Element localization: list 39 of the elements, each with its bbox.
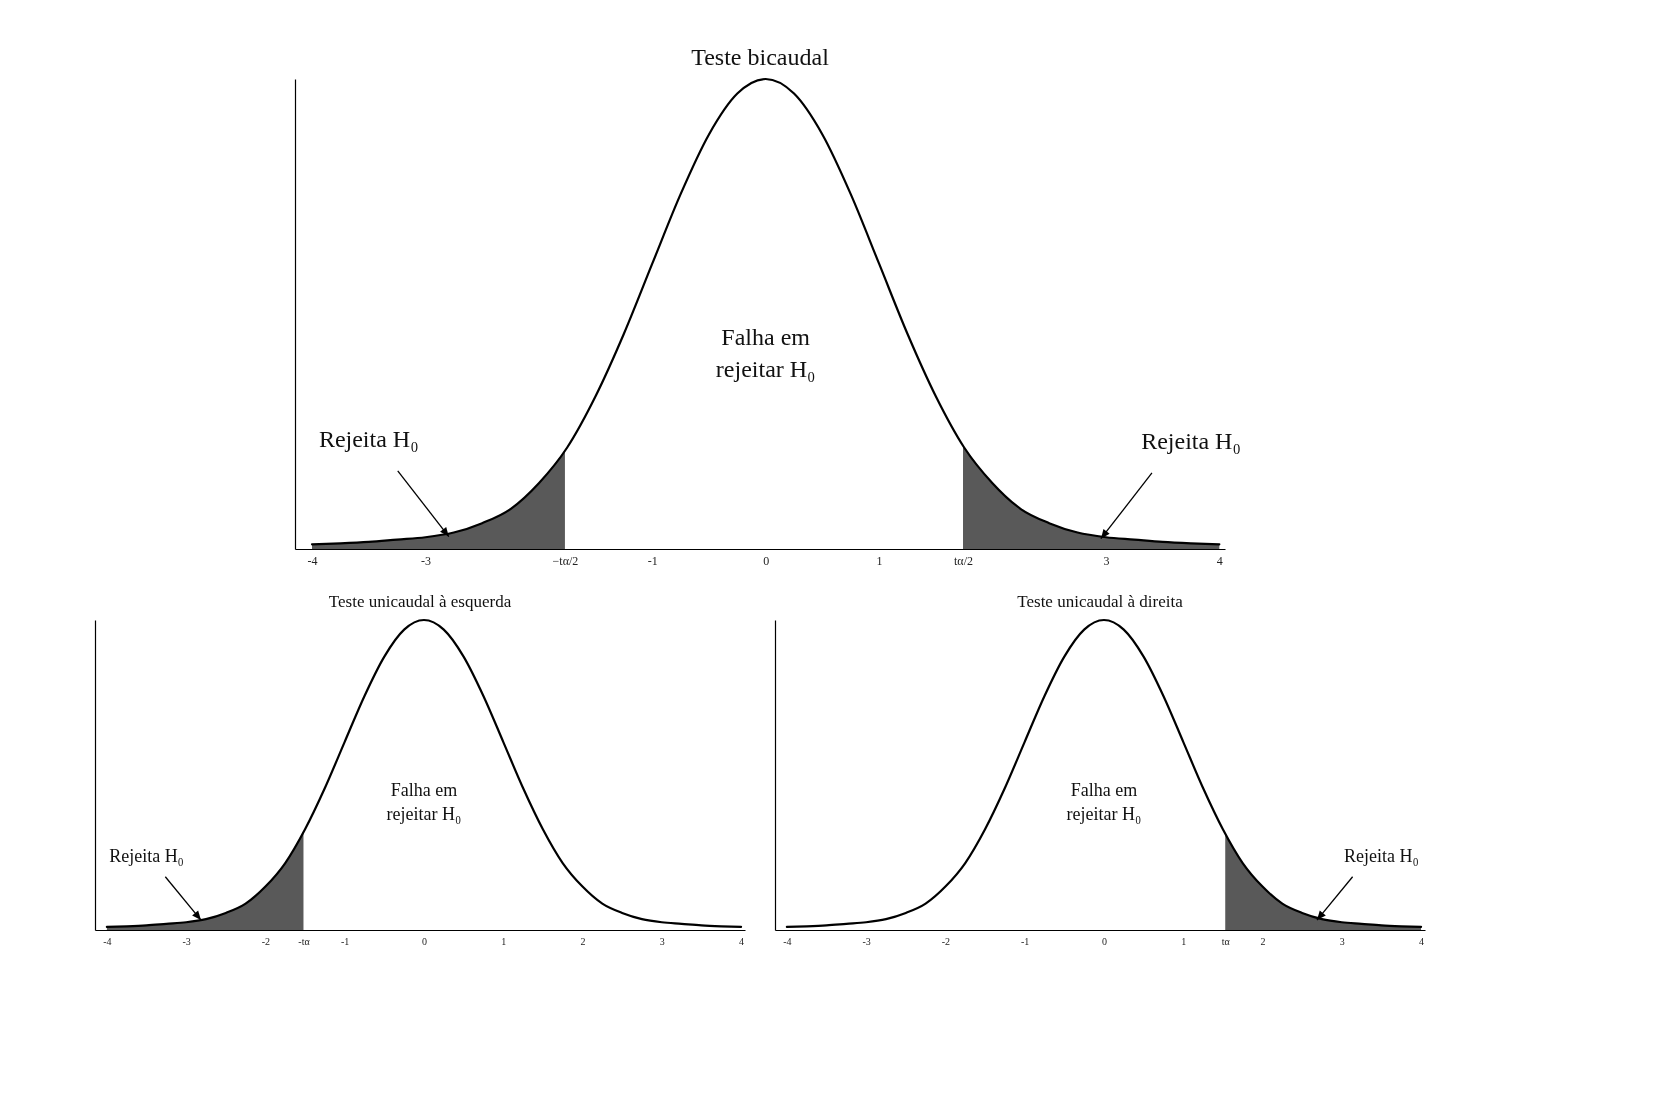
x-tick-label: 1 [1181,935,1187,947]
x-tick-label: -2 [941,935,951,947]
x-tick-label: -3 [182,935,191,947]
x-tick-label: 0 [763,553,770,568]
x-tick-label: -2 [261,935,271,947]
annotation: Falha em rejeitar H₀ [386,779,462,824]
x-tick-label: 2 [580,935,586,947]
x-tick-label: tα [1221,935,1231,947]
annotation: Rejeita H₀ [1141,428,1241,455]
annotation: Rejeita H₀ [318,426,419,453]
x-tick-label: -4 [103,935,112,947]
x-tick-label: 4 [1419,935,1425,947]
x-tick-label: -1 [1021,935,1030,947]
x-tick-label: 1 [501,935,507,947]
x-tick-label: −tα/2 [552,553,579,568]
x-tick-label: -4 [783,935,792,947]
annotation: Rejeita H₀ [1344,846,1419,867]
x-tick-label: 4 [739,935,745,947]
x-tick-label: -1 [647,553,658,568]
x-tick-label: 2 [1260,935,1266,947]
chart-title: Teste bicaudal [691,43,830,70]
x-tick-label: 4 [1216,553,1223,568]
x-tick-label: -3 [862,935,871,947]
x-tick-label: 1 [876,553,883,568]
x-tick-label: -tα [298,935,311,947]
x-tick-label: 0 [1101,935,1107,947]
x-tick-label: 0 [421,935,427,947]
x-tick-label: -3 [420,553,431,568]
x-tick-label: -1 [341,935,350,947]
annotation: Falha em rejeitar H₀ [715,323,816,382]
chart-title: Teste unicaudal à direita [1017,591,1184,611]
annotation: Falha em rejeitar H₀ [1066,779,1142,824]
x-tick-label: 3 [659,935,665,947]
x-tick-label: 3 [1103,553,1110,568]
x-tick-label: 3 [1339,935,1345,947]
x-tick-label: -4 [307,553,318,568]
x-tick-label: tα/2 [954,553,973,568]
chart-title: Teste unicaudal à esquerda [328,591,512,611]
annotation: Rejeita H₀ [109,846,184,867]
